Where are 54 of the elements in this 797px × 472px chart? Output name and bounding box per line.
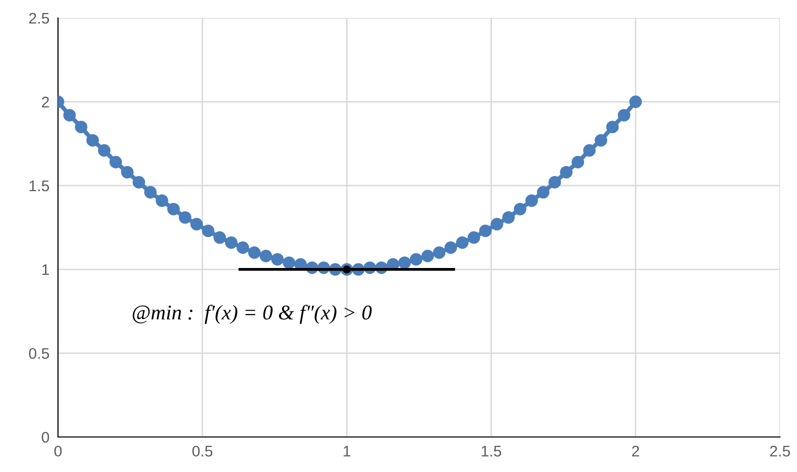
point bbox=[213, 231, 226, 244]
point bbox=[248, 246, 261, 259]
point bbox=[178, 211, 192, 224]
point bbox=[490, 218, 504, 230]
point bbox=[132, 176, 146, 188]
y-tick-label: 2 bbox=[42, 96, 49, 108]
x-tick-label: 2.5 bbox=[770, 446, 790, 457]
point bbox=[444, 241, 458, 254]
point bbox=[583, 144, 596, 157]
point bbox=[514, 202, 526, 216]
annotation: @min : f′(x) = 0 & f″(x) > 0 bbox=[132, 304, 372, 324]
point bbox=[502, 211, 515, 224]
x-tick-label: 2 bbox=[632, 446, 640, 456]
point bbox=[421, 250, 434, 262]
point bbox=[282, 256, 296, 269]
point bbox=[525, 194, 538, 207]
point bbox=[456, 236, 469, 249]
point bbox=[560, 166, 573, 178]
point bbox=[432, 246, 446, 259]
point bbox=[479, 224, 492, 238]
y-tick-label: 2.5 bbox=[29, 12, 50, 24]
y-tick-label: 1 bbox=[42, 264, 49, 275]
point bbox=[74, 120, 88, 134]
point bbox=[398, 256, 411, 269]
point bbox=[260, 250, 272, 262]
x-tick-label: 1.5 bbox=[482, 446, 502, 457]
point bbox=[144, 186, 157, 199]
point bbox=[572, 156, 584, 168]
point bbox=[548, 176, 561, 188]
x-tick-label: 0.5 bbox=[192, 446, 212, 457]
point bbox=[618, 108, 630, 122]
y-tick-label: 0.5 bbox=[29, 348, 50, 359]
point bbox=[63, 108, 76, 122]
point bbox=[190, 218, 203, 230]
point bbox=[594, 134, 608, 147]
point bbox=[271, 253, 284, 266]
point bbox=[468, 231, 480, 244]
point bbox=[225, 236, 238, 249]
point bbox=[202, 224, 214, 238]
point bbox=[86, 134, 99, 147]
point bbox=[410, 253, 422, 266]
y-tick-label: 1.5 bbox=[30, 180, 50, 192]
x-tick-label: 1 bbox=[344, 446, 350, 456]
point bbox=[606, 120, 619, 134]
point bbox=[167, 202, 180, 216]
point bbox=[121, 166, 134, 178]
point bbox=[98, 144, 110, 157]
x-tick-label: 0 bbox=[54, 446, 62, 457]
point bbox=[629, 96, 642, 108]
point bbox=[156, 194, 168, 207]
point bbox=[236, 241, 250, 254]
y-tick-label: 0 bbox=[42, 432, 50, 443]
point bbox=[110, 156, 122, 168]
point bbox=[536, 186, 550, 199]
